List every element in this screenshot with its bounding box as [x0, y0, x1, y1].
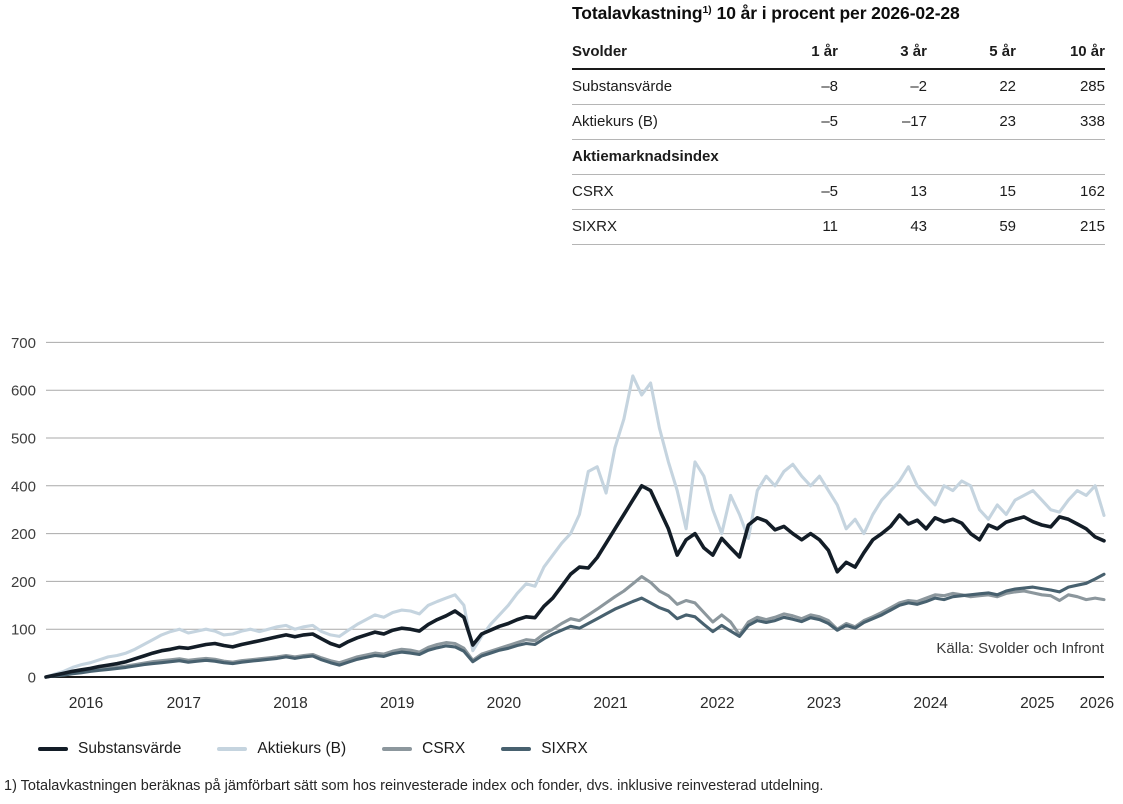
- legend-item: CSRX: [382, 740, 465, 758]
- legend-line-swatch: [38, 746, 68, 752]
- legend-item: Substansvärde: [38, 740, 181, 758]
- table-header-5yr: 5 år: [989, 42, 1016, 60]
- legend-label: SIXRX: [541, 740, 588, 757]
- title-main: Totalavkastning: [572, 3, 703, 23]
- table-row: Substansvärde –8 –2 22 285: [572, 69, 1105, 105]
- table-cell-value: 285: [1079, 77, 1105, 95]
- y-axis-tick-label: 700: [11, 335, 36, 352]
- series-line-aktiekurs-b: [44, 374, 1106, 679]
- table-row-label: SIXRX: [572, 217, 618, 235]
- title-footnote-marker: 1): [702, 4, 712, 16]
- legend-item: Aktiekurs (B): [217, 740, 346, 758]
- header-block: Totalavkastning1) 10 år i procent per 202…: [572, 2, 1105, 245]
- table-cell-value: –8: [821, 77, 838, 95]
- y-axis-tick-label: 400: [11, 478, 36, 495]
- table-cell-value: 43: [910, 217, 927, 235]
- x-axis-tick-label: 2024: [913, 695, 948, 712]
- legend: Substansvärde Aktiekurs (B) CSRX SIXRX: [38, 740, 588, 758]
- page-title: Totalavkastning1) 10 år i procent per 202…: [572, 2, 1105, 26]
- x-axis-tick-label: 2022: [700, 695, 734, 712]
- title-rest: 10 år i procent per 2026-02-28: [716, 3, 960, 23]
- series-line-sixrx: [44, 572, 1106, 679]
- x-axis-tick-label: 2019: [380, 695, 414, 712]
- x-axis-tick-label: 2026: [1080, 695, 1114, 712]
- x-axis-tick-label: 2020: [487, 695, 522, 712]
- table-header-3yr: 3 år: [900, 42, 927, 60]
- table-cell-value: –2: [910, 77, 927, 95]
- table-row: Aktiekurs (B) –5 –17 23 338: [572, 104, 1105, 140]
- table-row-label: CSRX: [572, 182, 614, 200]
- x-axis-tick-label: 2025: [1020, 695, 1054, 712]
- table-cell-value: 59: [999, 217, 1016, 235]
- x-axis-tick-label: 2018: [273, 695, 307, 712]
- y-axis-tick-label: 500: [11, 431, 36, 448]
- y-axis-tick-label: 200: [11, 574, 36, 591]
- table-row-label: Aktiekurs (B): [572, 112, 658, 130]
- table-cell-value: –17: [901, 112, 927, 130]
- x-axis-tick-label: 2021: [593, 695, 627, 712]
- table-header-row: Svolder 1 år 3 år 5 år 10 år: [572, 41, 1105, 69]
- table-row: CSRX –5 13 15 162: [572, 174, 1105, 210]
- returns-table: Svolder 1 år 3 år 5 år 10 år Substansvär…: [572, 41, 1105, 245]
- table-row: SIXRX 11 43 59 215: [572, 209, 1105, 245]
- y-axis-tick-label: 100: [11, 622, 36, 639]
- source-note: Källa: Svolder och Infront: [936, 640, 1104, 657]
- returns-table-body: Substansvärde –8 –2 22 285 Aktiekurs (B) –5 –17…: [572, 69, 1105, 245]
- table-header-label: Svolder: [572, 42, 628, 60]
- chart-area: 700 600 500 400 200 200 100 0 2016 2017 2018 2019 20…: [0, 332, 1123, 732]
- legend-label: Substansvärde: [78, 740, 182, 757]
- table-cell-value: 15: [999, 182, 1016, 200]
- legend-line-swatch: [501, 746, 532, 752]
- table-cell-value: 13: [910, 182, 927, 200]
- table-cell-value: 23: [999, 112, 1016, 130]
- table-cell-value: 215: [1079, 217, 1105, 235]
- x-axis-tick-label: 2016: [69, 695, 103, 712]
- series-line-substansv-rde: [44, 484, 1106, 679]
- legend-line-swatch: [217, 746, 248, 752]
- table-cell-value: –5: [821, 112, 838, 130]
- table-cell-value: –5: [821, 182, 838, 200]
- footnote-text: 1) Totalavkastningen beräknas på jämförb…: [4, 778, 824, 794]
- table-cell-value: 162: [1079, 182, 1105, 200]
- y-axis-tick-label: 600: [11, 383, 36, 400]
- table-cell-value: 22: [999, 77, 1016, 95]
- total-return-line-chart: 700 600 500 400 200 200 100 0 2016 2017 2018 2019 20…: [11, 335, 1114, 712]
- x-axis-tick-label: 2017: [167, 695, 201, 712]
- returns-table-head: Svolder 1 år 3 år 5 år 10 år: [572, 41, 1105, 69]
- legend-item: SIXRX: [501, 740, 588, 758]
- table-section-label: Aktiemarknadsindex: [572, 147, 719, 165]
- table-section-row: Aktiemarknadsindex: [572, 139, 1105, 175]
- legend-line-swatch: [382, 746, 413, 752]
- y-axis-tick-label: 0: [28, 670, 36, 687]
- table-cell-value: 11: [822, 217, 838, 235]
- x-axis-tick-label: 2023: [807, 695, 841, 712]
- legend-label: CSRX: [422, 740, 466, 757]
- table-header-1yr: 1 år: [811, 42, 838, 60]
- table-header-10yr: 10 år: [1069, 42, 1105, 60]
- legend-label: Aktiekurs (B): [257, 740, 347, 757]
- table-cell-value: 338: [1079, 112, 1105, 130]
- y-axis-tick-label: 200: [11, 526, 36, 543]
- table-row-label: Substansvärde: [572, 77, 673, 95]
